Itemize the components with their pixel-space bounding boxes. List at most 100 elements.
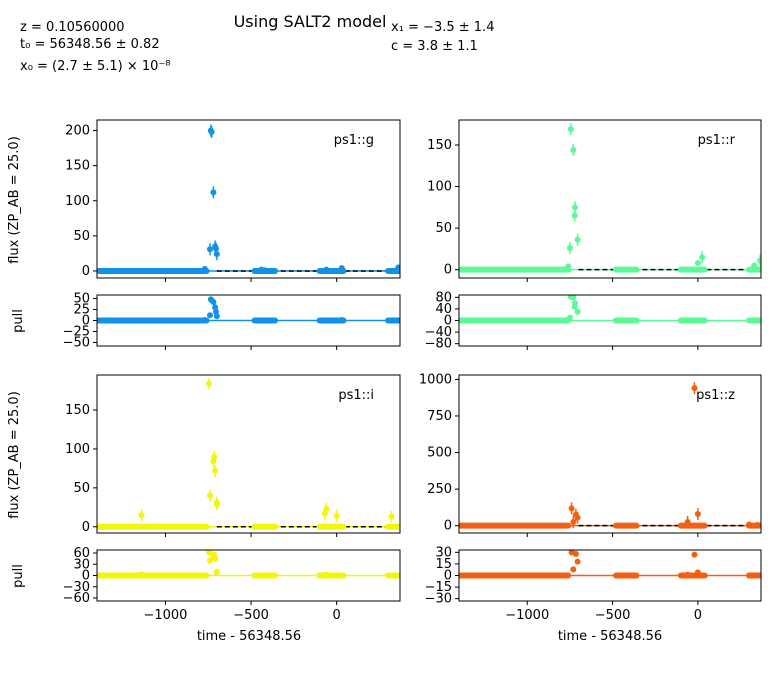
data-point <box>201 317 208 324</box>
data-point <box>691 551 698 558</box>
data-point <box>261 267 268 274</box>
data-point <box>213 251 220 258</box>
y-tick-label: 50 <box>73 481 90 496</box>
data-point <box>212 555 219 562</box>
data-point <box>694 510 701 517</box>
time-axis-label-left: time - 56348.56 <box>197 629 301 644</box>
data-point <box>333 572 340 579</box>
data-point <box>261 317 268 324</box>
flux-plot-area <box>97 377 400 530</box>
data-point <box>338 265 345 272</box>
data-point <box>212 467 219 474</box>
data-point <box>388 513 395 520</box>
pull-axis-label-top: pull <box>11 309 26 333</box>
data-point <box>571 212 578 219</box>
data-point <box>691 385 698 392</box>
data-point <box>323 266 330 273</box>
data-point <box>212 245 219 252</box>
flux-axis-label-bottom: flux (ZP_AB = 25.0) <box>7 391 22 519</box>
y-tick-label: 50 <box>73 292 90 307</box>
y-tick-label: 30 <box>73 557 90 572</box>
data-point <box>210 299 217 306</box>
y-tick-label: −25 <box>63 324 90 339</box>
param-x0: x₀ = (2.7 ± 5.1) × 10⁻⁸ <box>20 59 170 74</box>
pull-axis-label-bottom: pull <box>11 564 26 588</box>
y-tick-label: 150 <box>427 138 452 153</box>
flux-axes-frame <box>458 374 762 534</box>
data-point <box>571 303 578 310</box>
flux-plot-area <box>97 124 400 274</box>
y-tick-label: 30 <box>435 545 452 560</box>
y-tick-label: 80 <box>435 290 452 305</box>
param-c: c = 3.8 ± 1.1 <box>391 39 478 54</box>
y-tick-label: 50 <box>435 221 452 236</box>
data-point <box>754 572 761 579</box>
flux-axis-label-top: flux (ZP_AB = 25.0) <box>7 136 22 264</box>
y-tick-label: 0 <box>82 520 90 535</box>
x-tick-label: −500 <box>233 608 269 623</box>
data-point <box>565 263 572 270</box>
data-point <box>567 126 574 133</box>
data-point <box>746 521 753 528</box>
pull-plot-area <box>97 550 400 579</box>
data-point <box>751 317 758 324</box>
y-tick-label: 150 <box>65 159 90 174</box>
data-point <box>699 317 706 324</box>
data-point <box>388 572 395 579</box>
data-point <box>201 265 208 272</box>
y-tick-label: −15 <box>425 580 452 595</box>
y-tick-label: 0 <box>444 519 452 534</box>
data-point <box>210 458 217 465</box>
pull-plot-area <box>459 550 761 579</box>
data-point <box>568 505 575 512</box>
data-point <box>757 257 761 264</box>
y-tick-label: 250 <box>427 482 452 497</box>
data-point <box>213 501 220 508</box>
band-label: ps1::r <box>698 133 736 148</box>
param-z: z = 0.10560000 <box>20 20 125 35</box>
y-tick-label: 150 <box>65 403 90 418</box>
y-tick-label: 0 <box>82 314 90 329</box>
data-point <box>395 317 400 324</box>
flux-plot-area <box>459 123 761 273</box>
y-tick-label: −30 <box>425 592 452 607</box>
y-tick-label: 0 <box>444 263 452 278</box>
y-tick-label: 100 <box>65 442 90 457</box>
data-point <box>395 264 400 271</box>
data-point <box>321 510 328 517</box>
data-point <box>746 572 753 579</box>
y-tick-label: 500 <box>427 446 452 461</box>
data-point <box>565 316 572 323</box>
x-tick-label: 0 <box>694 608 702 623</box>
data-point <box>574 514 581 521</box>
y-tick-label: 0 <box>444 569 452 584</box>
data-point <box>694 317 701 324</box>
pull-plot-area <box>459 295 761 324</box>
y-tick-label: 0 <box>82 569 90 584</box>
y-tick-label: −50 <box>63 335 90 350</box>
data-point <box>206 246 213 253</box>
time-axis-label-right: time - 56348.56 <box>558 629 662 644</box>
data-point <box>699 254 706 261</box>
param-t0: t₀ = 56348.56 ± 0.82 <box>20 37 160 52</box>
y-tick-label: 100 <box>427 180 452 195</box>
data-point <box>574 558 581 565</box>
y-tick-label: 0 <box>82 264 90 279</box>
y-tick-label: 0 <box>444 314 452 329</box>
data-point <box>268 267 275 274</box>
data-point <box>757 317 761 324</box>
data-point <box>570 519 577 526</box>
data-point <box>694 569 701 576</box>
data-point <box>213 313 220 320</box>
y-tick-label: 200 <box>65 124 90 139</box>
flux-axes-frame <box>96 374 401 534</box>
y-tick-label: 100 <box>65 194 90 209</box>
x-tick-label: 0 <box>333 608 341 623</box>
flux-axes-frame <box>458 119 762 279</box>
data-point <box>138 571 145 578</box>
